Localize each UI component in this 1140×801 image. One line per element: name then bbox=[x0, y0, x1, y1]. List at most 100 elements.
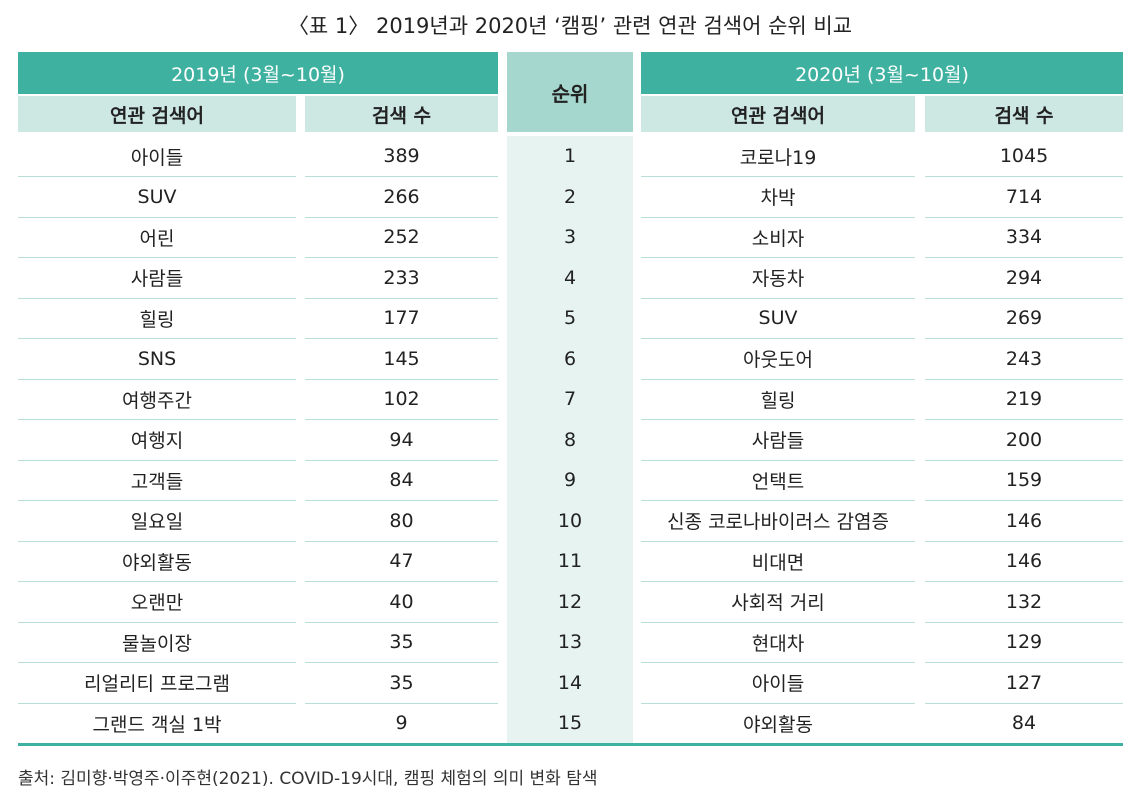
count-2020-cell: 219 bbox=[925, 379, 1123, 420]
term-2020-cell: 신종 코로나바이러스 감염증 bbox=[641, 501, 915, 542]
count-2020-cell: 146 bbox=[925, 541, 1123, 582]
table-row: 어린 252 3 소비자 334 bbox=[0, 217, 1140, 258]
term-2020-cell: 사람들 bbox=[641, 420, 915, 461]
count-2019-cell: 94 bbox=[305, 420, 498, 461]
count-2019-cell: 177 bbox=[305, 298, 498, 339]
term-2019-cell: 그랜드 객실 1박 bbox=[92, 713, 222, 736]
term-2020-cell: 현대차 bbox=[641, 622, 915, 663]
term-2019-cell: 아이들 bbox=[18, 136, 296, 177]
table-row: 사람들 233 4 자동차 294 bbox=[0, 258, 1140, 299]
table-row: 오랜만 40 12 사회적 거리 132 bbox=[0, 582, 1140, 623]
table-row: 야외활동 47 11 비대면 146 bbox=[0, 541, 1140, 582]
rank-cell: 10 bbox=[557, 509, 583, 532]
term-2020-cell: 코로나19 bbox=[641, 136, 915, 177]
term-2019-cell: 리얼리티 프로그램 bbox=[18, 663, 296, 704]
rank-cell: 1 bbox=[563, 145, 577, 167]
table-row: 여행주간 102 7 힐링 219 bbox=[0, 379, 1140, 420]
count-2020-cell: 243 bbox=[925, 339, 1123, 380]
count-2019-cell: 80 bbox=[305, 501, 498, 542]
term-2020-cell: 자동차 bbox=[641, 258, 915, 299]
table-row: SUV 266 2 차박 714 bbox=[0, 177, 1140, 218]
header-2020-term: 연관 검색어 bbox=[641, 96, 915, 132]
rank-column-background bbox=[507, 136, 633, 744]
table-title: 〈표 1〉 2019년과 2020년 ‘캠핑’ 관련 연관 검색어 순위 비교 bbox=[287, 14, 853, 38]
count-2019-cell: 389 bbox=[305, 136, 498, 177]
table-row: 물놀이장 35 13 현대차 129 bbox=[0, 622, 1140, 663]
table-row: 여행지 94 8 사람들 200 bbox=[0, 420, 1140, 461]
rank-cell: 14 bbox=[557, 671, 583, 694]
term-2019-cell: 사람들 bbox=[18, 258, 296, 299]
term-2020-cell: 아이들 bbox=[641, 663, 915, 704]
term-2019-cell: 일요일 bbox=[18, 501, 296, 542]
table-row: 일요일 80 10 신종 코로나바이러스 감염증 146 bbox=[0, 501, 1140, 542]
count-2020-cell: 1045 bbox=[925, 136, 1123, 177]
term-2019-cell: 여행지 bbox=[18, 420, 296, 461]
term-2019-cell: SNS bbox=[18, 339, 296, 380]
count-2020-cell: 146 bbox=[925, 501, 1123, 542]
count-2019-cell: 84 bbox=[305, 460, 498, 501]
count-2020-cell: 129 bbox=[925, 622, 1123, 663]
term-2020-cell: 야외활동 bbox=[743, 713, 813, 736]
term-2019-cell: 힐링 bbox=[18, 298, 296, 339]
term-2019-cell: 물놀이장 bbox=[18, 622, 296, 663]
term-2019-cell: SUV bbox=[18, 177, 296, 218]
count-2020-cell: 714 bbox=[925, 177, 1123, 218]
header-2019-group: 2019년 (3월~10월) bbox=[18, 52, 498, 94]
table-row: SNS 145 6 아웃도어 243 bbox=[0, 339, 1140, 380]
header-2019-count: 검색 수 bbox=[305, 96, 498, 132]
count-2020-cell: 334 bbox=[925, 217, 1123, 258]
rank-cell: 11 bbox=[557, 550, 583, 572]
count-2020-cell: 159 bbox=[925, 460, 1123, 501]
table-bottom-rule bbox=[18, 743, 1123, 746]
count-2019-cell: 9 bbox=[395, 712, 408, 734]
rank-cell: 3 bbox=[563, 226, 577, 248]
rank-cell: 4 bbox=[563, 266, 577, 289]
term-2020-cell: 비대면 bbox=[641, 541, 915, 582]
count-2019-cell: 266 bbox=[305, 177, 498, 218]
rank-cell: 8 bbox=[563, 428, 577, 451]
count-2019-cell: 35 bbox=[305, 622, 498, 663]
count-2020-cell: 269 bbox=[925, 298, 1123, 339]
count-2020-cell: 84 bbox=[1011, 712, 1037, 734]
rank-cell: 5 bbox=[563, 307, 577, 329]
term-2019-cell: 어린 bbox=[18, 217, 296, 258]
count-2019-cell: 102 bbox=[305, 379, 498, 420]
term-2019-cell: 여행주간 bbox=[18, 379, 296, 420]
term-2020-cell: 언택트 bbox=[641, 460, 915, 501]
count-2019-cell: 40 bbox=[305, 582, 498, 623]
count-2019-cell: 252 bbox=[305, 217, 498, 258]
rank-cell: 2 bbox=[563, 185, 577, 208]
header-rank: 순위 bbox=[507, 52, 633, 132]
term-2020-cell: SUV bbox=[641, 298, 915, 339]
table-row: 리얼리티 프로그램 35 14 아이들 127 bbox=[0, 663, 1140, 704]
count-2020-cell: 200 bbox=[925, 420, 1123, 461]
rank-cell: 6 bbox=[563, 347, 577, 370]
count-2020-cell: 294 bbox=[925, 258, 1123, 299]
source-note: 출처: 김미향·박영주·이주현(2021). COVID-19시대, 캠핑 체험… bbox=[18, 769, 598, 789]
rank-cell: 13 bbox=[557, 631, 583, 653]
term-2020-cell: 소비자 bbox=[641, 217, 915, 258]
rank-cell: 12 bbox=[557, 590, 583, 613]
term-2020-cell: 사회적 거리 bbox=[641, 582, 915, 623]
rank-cell: 9 bbox=[563, 469, 577, 491]
header-2019-term: 연관 검색어 bbox=[18, 96, 296, 132]
count-2019-cell: 233 bbox=[305, 258, 498, 299]
term-2020-cell: 아웃도어 bbox=[641, 339, 915, 380]
table-row: 그랜드 객실 1박 9 15 야외활동 84 bbox=[0, 703, 1140, 744]
table-row: 고객들 84 9 언택트 159 bbox=[0, 460, 1140, 501]
header-2020-group: 2020년 (3월~10월) bbox=[641, 52, 1123, 94]
count-2020-cell: 132 bbox=[925, 582, 1123, 623]
count-2019-cell: 47 bbox=[305, 541, 498, 582]
rank-cell: 15 bbox=[557, 712, 583, 734]
term-2020-cell: 힐링 bbox=[641, 379, 915, 420]
count-2020-cell: 127 bbox=[925, 663, 1123, 704]
term-2019-cell: 오랜만 bbox=[18, 582, 296, 623]
term-2019-cell: 고객들 bbox=[18, 460, 296, 501]
count-2019-cell: 35 bbox=[305, 663, 498, 704]
header-2020-count: 검색 수 bbox=[925, 96, 1123, 132]
count-2019-cell: 145 bbox=[305, 339, 498, 380]
term-2020-cell: 차박 bbox=[641, 177, 915, 218]
rank-cell: 7 bbox=[563, 388, 577, 410]
table-row: 아이들 389 1 코로나19 1045 bbox=[0, 136, 1140, 177]
term-2019-cell: 야외활동 bbox=[18, 541, 296, 582]
